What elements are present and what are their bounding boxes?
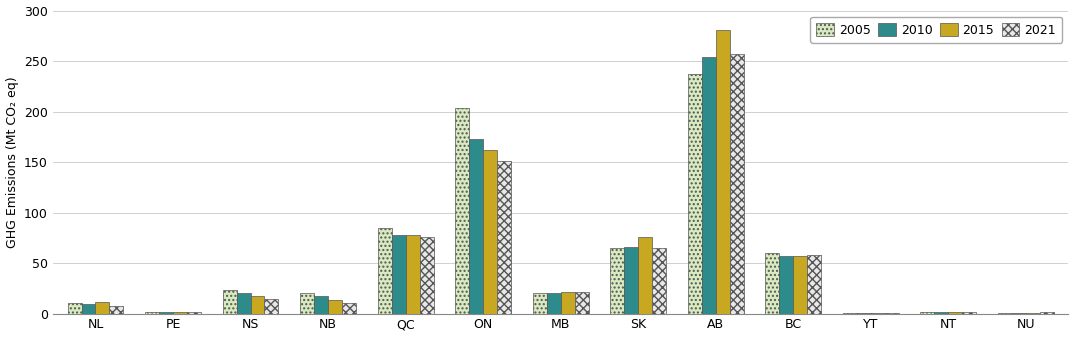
Bar	[1040, 312, 1054, 314]
Bar	[378, 228, 392, 314]
Bar	[962, 312, 976, 314]
Bar	[857, 313, 871, 314]
Bar	[547, 294, 561, 314]
Bar	[300, 294, 314, 314]
Bar	[173, 312, 187, 314]
Bar	[236, 294, 250, 314]
Bar	[871, 313, 885, 314]
Bar	[328, 301, 342, 314]
Bar	[250, 297, 264, 314]
Bar	[729, 54, 743, 314]
Bar	[920, 312, 934, 314]
Bar	[1012, 313, 1026, 314]
Bar	[314, 297, 328, 314]
Bar	[934, 312, 948, 314]
Bar	[222, 290, 236, 314]
Bar	[392, 235, 406, 314]
Legend: 2005, 2010, 2015, 2021: 2005, 2010, 2015, 2021	[810, 17, 1062, 43]
Bar	[575, 293, 589, 314]
Bar	[843, 313, 857, 314]
Bar	[1026, 313, 1040, 314]
Bar	[406, 235, 420, 314]
Bar	[96, 303, 110, 314]
Bar	[469, 139, 483, 314]
Bar	[497, 161, 511, 314]
Bar	[533, 294, 547, 314]
Bar	[701, 57, 715, 314]
Bar	[808, 255, 822, 314]
Bar	[624, 247, 638, 314]
Bar	[885, 313, 899, 314]
Y-axis label: GHG Emissions (Mt CO₂ eq): GHG Emissions (Mt CO₂ eq)	[5, 76, 18, 248]
Bar	[766, 253, 780, 314]
Bar	[610, 248, 624, 314]
Bar	[652, 248, 666, 314]
Bar	[342, 304, 355, 314]
Bar	[82, 305, 96, 314]
Bar	[187, 312, 201, 314]
Bar	[420, 237, 434, 314]
Bar	[948, 312, 962, 314]
Bar	[159, 312, 173, 314]
Bar	[794, 256, 808, 314]
Bar	[264, 300, 278, 314]
Bar	[780, 256, 794, 314]
Bar	[455, 108, 469, 314]
Bar	[145, 312, 159, 314]
Bar	[638, 237, 652, 314]
Bar	[998, 313, 1012, 314]
Bar	[110, 306, 124, 314]
Bar	[715, 30, 729, 314]
Bar	[687, 74, 701, 314]
Bar	[561, 293, 575, 314]
Bar	[68, 304, 82, 314]
Bar	[483, 150, 497, 314]
